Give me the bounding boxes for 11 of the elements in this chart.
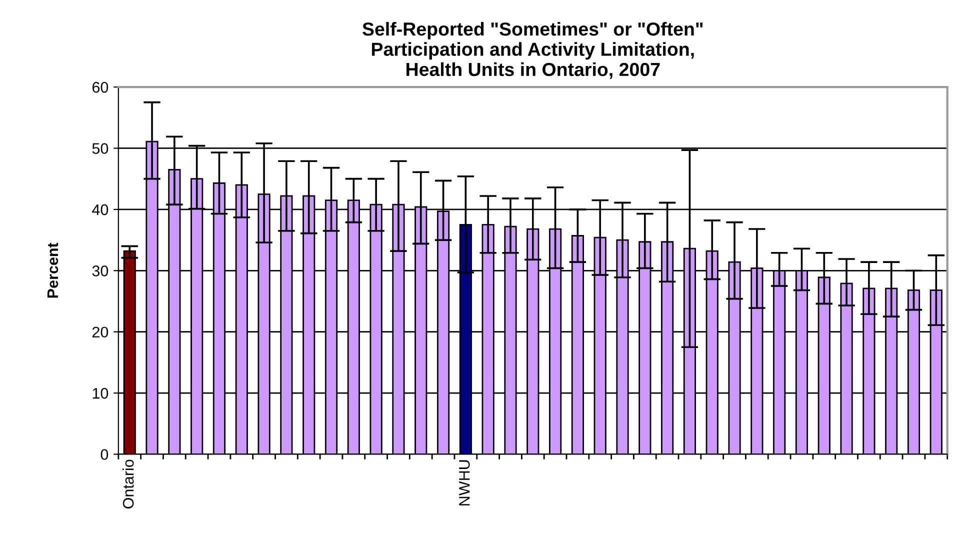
- y-tick-label: 60: [92, 82, 108, 93]
- x-tick-label: Ontario: [122, 460, 134, 508]
- y-tick-label: 50: [92, 143, 108, 154]
- y-tick-label: 10: [92, 388, 108, 399]
- y-tick-label: 0: [100, 449, 108, 460]
- chart-title: Self-Reported "Sometimes" or "Often" Participation and Activity Limitation, Health Units in Ontario, 2007: [362, 22, 703, 79]
- y-tick-label: 40: [92, 204, 108, 216]
- y-axis-title: Percent: [47, 242, 58, 298]
- y-tick-label: 30: [92, 266, 108, 276]
- x-tick-label: NWHU: [459, 460, 470, 506]
- y-tick-label: 20: [92, 326, 108, 338]
